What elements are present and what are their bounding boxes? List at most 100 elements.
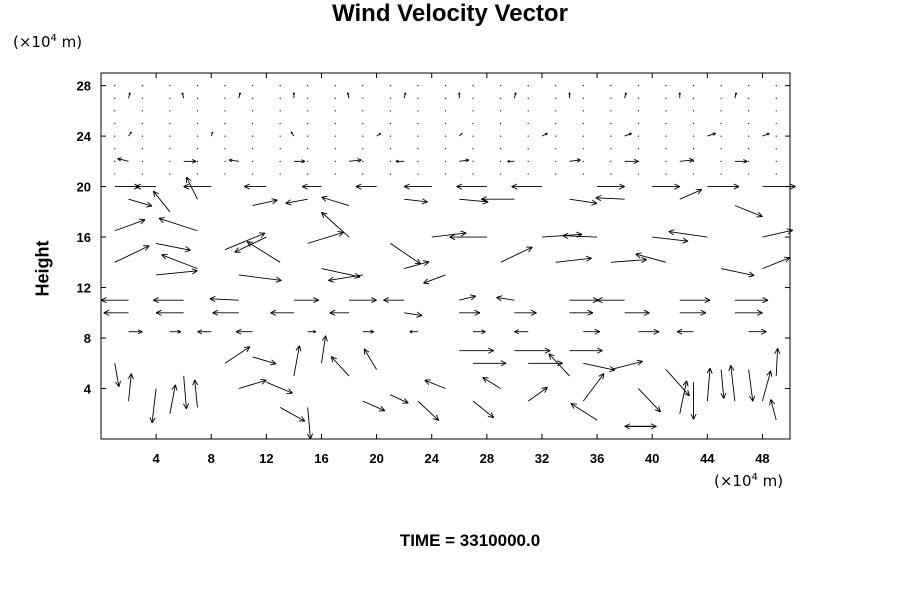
wind-vector	[459, 158, 470, 163]
wind-vector	[155, 309, 184, 316]
wind-vector	[330, 356, 350, 377]
sample-point	[555, 135, 557, 137]
wind-vector	[624, 92, 627, 99]
x-tick-label: 44	[700, 451, 715, 466]
wind-vector	[610, 256, 647, 263]
sample-point	[610, 160, 612, 162]
sample-point	[169, 110, 171, 112]
sample-point	[389, 122, 391, 125]
wind-vector	[456, 183, 487, 190]
wind-vector	[679, 380, 689, 414]
wind-vector	[114, 363, 121, 387]
sample-point	[444, 135, 447, 137]
sample-point	[444, 85, 447, 87]
sample-point	[637, 135, 640, 137]
sample-point	[610, 85, 612, 87]
sample-point	[196, 135, 199, 137]
vector-arrows	[100, 92, 796, 440]
sample-point	[720, 122, 722, 125]
sample-point	[500, 122, 502, 125]
wind-vector	[459, 294, 477, 301]
wind-vector	[624, 423, 653, 430]
wind-vector	[762, 183, 796, 190]
sample-point	[610, 97, 612, 99]
wind-vector	[328, 274, 363, 283]
wind-vector	[582, 373, 605, 402]
wind-vector	[100, 297, 129, 304]
wind-vector	[362, 400, 386, 412]
wind-vector	[329, 309, 350, 316]
sample-point	[196, 160, 199, 162]
x-ticks: 4 8 12 16 20 24 28 32 36 40 44 48	[153, 73, 770, 466]
y-tick-label: 28	[77, 79, 91, 94]
sample-point	[224, 85, 226, 87]
wind-vector	[321, 335, 328, 364]
sample-point	[307, 135, 309, 137]
sample-point	[141, 148, 143, 150]
wind-vector	[181, 92, 185, 99]
sample-point	[196, 122, 199, 125]
wind-vector	[292, 92, 296, 99]
wind-vector	[548, 353, 570, 377]
wind-vector	[568, 92, 571, 99]
wind-vector	[403, 92, 407, 99]
sample-point	[610, 122, 612, 125]
wind-vector	[183, 183, 212, 190]
sample-point	[720, 173, 722, 175]
sample-point	[307, 85, 309, 87]
wind-vector	[376, 132, 382, 137]
wind-vector	[149, 388, 157, 424]
sample-point	[444, 97, 447, 99]
wind-vector	[665, 369, 690, 397]
sample-point	[362, 173, 364, 175]
wind-vector	[404, 311, 423, 318]
sample-point	[500, 135, 502, 137]
sample-point	[334, 85, 336, 87]
sample-point	[527, 110, 529, 112]
wind-vector	[128, 329, 143, 335]
sample-point	[582, 97, 584, 99]
sample-point	[362, 97, 364, 99]
sample-point	[114, 160, 116, 162]
sample-point	[251, 85, 254, 87]
sample-point	[224, 110, 226, 112]
x-tick-label: 20	[369, 451, 383, 466]
wind-vector	[624, 158, 639, 164]
plot-frame	[100, 72, 791, 440]
wind-vector	[409, 330, 418, 334]
sample-point	[472, 110, 474, 112]
wind-vector	[583, 328, 601, 335]
y-tick-label: 20	[77, 180, 91, 195]
wind-vector	[690, 382, 697, 420]
sample-point	[362, 148, 364, 150]
wind-vector	[321, 211, 350, 238]
wind-vector	[307, 407, 314, 440]
sample-point	[500, 110, 502, 112]
sample-point	[251, 160, 254, 162]
wind-vector	[449, 234, 487, 241]
sample-point	[472, 122, 474, 125]
sample-point	[527, 97, 529, 99]
wind-vector	[728, 365, 736, 402]
wind-vector	[161, 253, 198, 270]
wind-vector	[472, 400, 495, 419]
sample-point	[362, 110, 364, 112]
sample-point	[610, 148, 612, 150]
sample-point	[334, 110, 336, 112]
wind-vector	[496, 295, 515, 302]
sample-point	[582, 135, 584, 137]
sample-point	[169, 97, 171, 99]
wind-vector	[114, 218, 146, 232]
sample-point	[527, 173, 529, 175]
sample-point	[251, 148, 254, 150]
sample-point	[114, 173, 116, 175]
wind-vector	[128, 92, 131, 99]
wind-vector	[127, 373, 134, 402]
wind-vector	[624, 309, 650, 316]
sample-point	[555, 160, 557, 162]
sample-point	[362, 122, 364, 125]
wind-vector	[185, 176, 198, 200]
sample-point	[141, 97, 143, 99]
wind-vector	[734, 159, 748, 164]
